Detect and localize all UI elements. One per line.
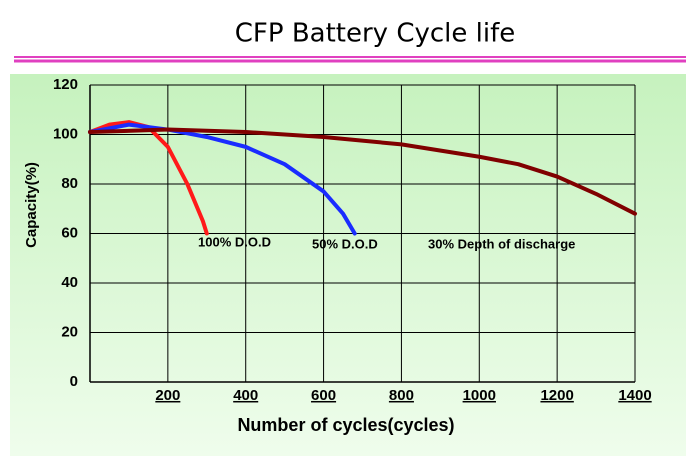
y-tick-label: 60 <box>61 224 78 241</box>
y-tick-label: 0 <box>70 373 78 390</box>
x-tick-label: 200 <box>155 387 180 404</box>
series-label: 50% D.O.D <box>312 236 378 251</box>
y-tick-label: 80 <box>61 175 78 192</box>
line <box>88 120 209 236</box>
x-axis-label: Number of cycles(cycles) <box>237 415 454 435</box>
y-axis-label: Capacity(%) <box>23 162 40 248</box>
x-tick-label: 800 <box>389 387 414 404</box>
x-tick-label: 600 <box>311 387 336 404</box>
series-label: 100% D.O.D <box>198 234 271 249</box>
line <box>88 127 637 216</box>
x-tick-label: 1200 <box>540 387 573 404</box>
line <box>88 122 357 236</box>
x-tick-label: 1400 <box>618 387 651 404</box>
y-tick-label: 40 <box>61 274 78 291</box>
y-tick-label: 100 <box>53 125 78 142</box>
x-tick-label: 1000 <box>463 387 496 404</box>
x-tick-label: 400 <box>233 387 258 404</box>
y-tick-label: 120 <box>53 76 78 93</box>
chart-title: CFP Battery Cycle life <box>235 19 515 49</box>
y-tick-label: 20 <box>61 323 78 340</box>
series-label: 30% Depth of discharge <box>428 236 575 251</box>
